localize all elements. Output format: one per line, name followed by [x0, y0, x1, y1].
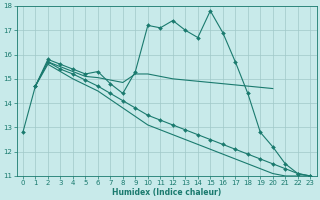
X-axis label: Humidex (Indice chaleur): Humidex (Indice chaleur) [112, 188, 221, 197]
